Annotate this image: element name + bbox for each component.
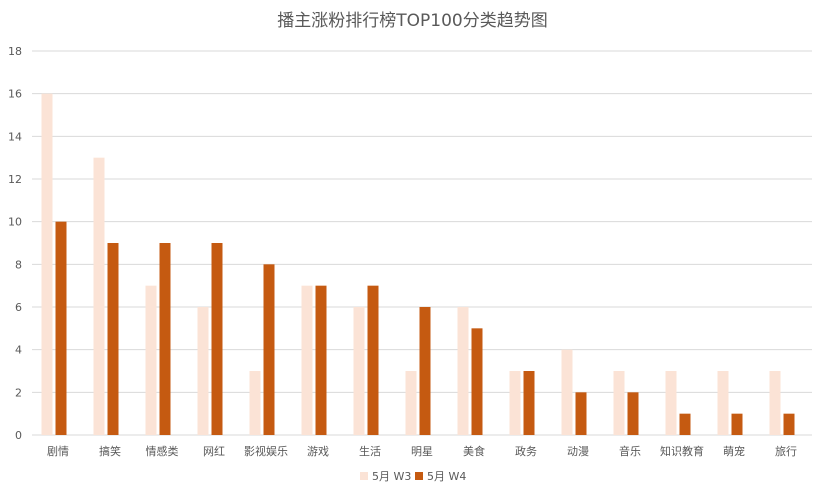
legend-swatch [360, 472, 368, 480]
y-tick-label: 8 [15, 258, 22, 271]
bar-w4 [263, 264, 275, 435]
y-tick-label: 6 [15, 301, 22, 314]
x-tick-label: 美食 [463, 444, 485, 458]
x-tick-label: 情感类 [146, 444, 179, 458]
bar-w3 [405, 371, 417, 435]
y-tick-label: 12 [8, 173, 22, 186]
bar-w3 [717, 371, 729, 435]
bar-w3 [301, 285, 313, 435]
y-tick-label: 0 [15, 429, 22, 442]
bar-w4 [731, 413, 743, 435]
y-tick-label: 18 [8, 45, 22, 58]
bar-w4 [159, 243, 171, 435]
bar-w4 [419, 307, 431, 435]
chart-title: 播主涨粉排行榜TOP100分类趋势图 [277, 11, 548, 31]
x-tick-label: 旅行 [775, 444, 797, 458]
bar-w4 [627, 392, 639, 435]
bar-w4 [783, 413, 795, 435]
bar-w3 [509, 371, 521, 435]
x-tick-label: 游戏 [307, 445, 329, 458]
bar-w3 [353, 307, 365, 435]
y-tick-label: 4 [15, 344, 22, 357]
bar-w4 [367, 285, 379, 435]
bar-w4 [523, 371, 535, 435]
legend-swatch [415, 472, 423, 480]
bar-w4 [211, 243, 223, 435]
bar-w3 [93, 157, 105, 435]
bar-w3 [769, 371, 781, 435]
x-tick-label: 政务 [515, 444, 537, 458]
bar-w3 [457, 307, 469, 435]
y-tick-label: 2 [15, 386, 22, 399]
y-tick-label: 14 [8, 130, 22, 143]
x-tick-label: 萌宠 [723, 444, 745, 458]
bar-w4 [575, 392, 587, 435]
x-tick-label: 动漫 [567, 444, 589, 458]
bar-w3 [561, 349, 573, 435]
legend-label: 5月 W3 [372, 470, 411, 483]
bar-w3 [665, 371, 677, 435]
x-tick-label: 知识教育 [660, 444, 704, 458]
y-tick-label: 16 [8, 88, 22, 101]
x-tick-label: 搞笑 [99, 444, 121, 458]
bar-w3 [41, 93, 53, 436]
bar-w4 [471, 328, 483, 435]
bar-w4 [679, 413, 691, 435]
x-tick-label: 影视娱乐 [244, 444, 288, 458]
bar-w3 [145, 285, 157, 435]
bar-w3 [613, 371, 625, 435]
x-tick-label: 剧情 [47, 445, 69, 458]
x-tick-label: 网红 [203, 445, 225, 458]
bar-w4 [315, 285, 327, 435]
bar-w4 [107, 243, 119, 435]
bar-w4 [55, 221, 67, 435]
bar-w3 [249, 371, 261, 435]
bar-w3 [197, 307, 209, 435]
y-tick-label: 10 [8, 216, 22, 229]
x-tick-label: 生活 [359, 444, 381, 458]
legend-label: 5月 W4 [427, 470, 466, 483]
x-tick-label: 明星 [411, 445, 433, 458]
x-tick-label: 音乐 [619, 444, 641, 458]
